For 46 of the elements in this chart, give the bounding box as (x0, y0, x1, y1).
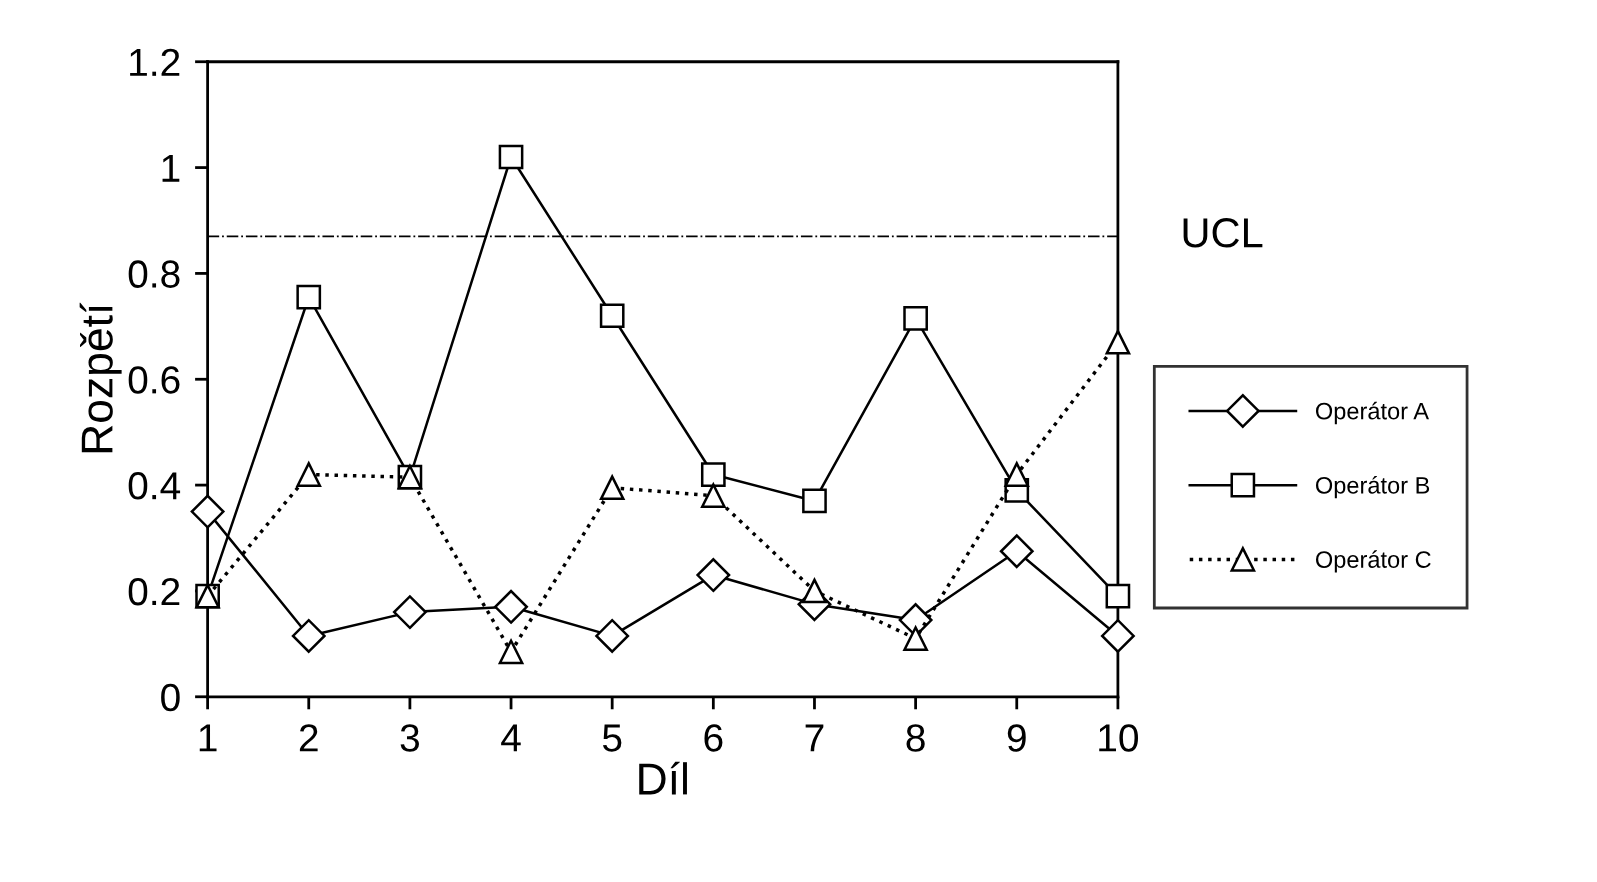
point (802, 578, 827, 604)
point (903, 626, 928, 651)
x-tick-label: 6 (704, 724, 723, 752)
point (190, 494, 225, 529)
x-tick-label: 9 (1007, 724, 1026, 752)
x-axis-title: Díl (639, 761, 687, 795)
x-tick-label: 4 (501, 724, 521, 752)
point (296, 284, 322, 310)
x-tick-label: 8 (906, 724, 925, 752)
point (700, 462, 726, 487)
point (392, 595, 427, 630)
y-tick-label: 0 (161, 683, 180, 712)
x-tick-label: 7 (805, 724, 824, 752)
legend-label: Operátor C (1315, 550, 1431, 573)
x-tick-label: 5 (602, 724, 622, 752)
point (291, 618, 326, 653)
x-tick-label: 2 (299, 724, 318, 752)
point (296, 462, 322, 487)
y-axis-title: Rozpětí (79, 302, 122, 453)
point (1100, 618, 1135, 653)
y-tick-label: 1 (162, 154, 180, 182)
point (999, 534, 1034, 569)
point (595, 618, 630, 653)
y-tick-label: 0.6 (128, 366, 180, 394)
point (1004, 462, 1030, 487)
x-tick-label: 1 (199, 724, 217, 752)
y-tick-label: 0.8 (128, 260, 180, 288)
y-tick-label: 0.4 (128, 472, 181, 500)
x-tick-label: 3 (400, 724, 419, 752)
legend-label: Operátor B (1315, 476, 1430, 499)
ref-line-label: UCL (1183, 218, 1263, 248)
y-tick-label: 1.2 (130, 48, 180, 76)
y-tick-label: 0.2 (128, 577, 180, 606)
point (903, 306, 928, 331)
legend-label: Operátor A (1315, 401, 1430, 425)
point (498, 639, 524, 665)
point (494, 589, 528, 624)
point (696, 558, 731, 593)
point (498, 144, 524, 170)
point (1105, 583, 1131, 609)
x-tick-label: 10 (1099, 724, 1139, 752)
point (802, 488, 827, 514)
point (700, 483, 726, 509)
point (599, 303, 625, 329)
point (1105, 329, 1131, 355)
point (599, 475, 625, 501)
